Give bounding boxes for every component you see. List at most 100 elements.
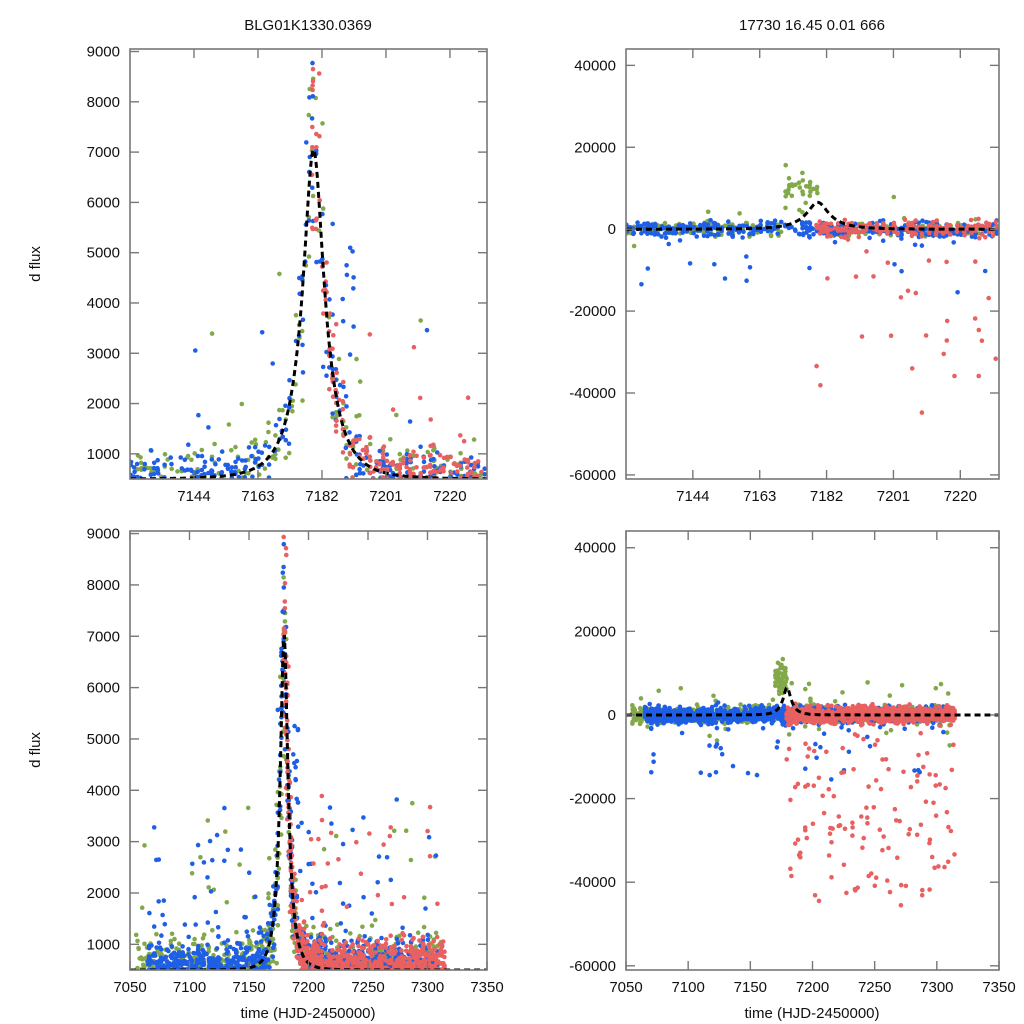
data-point-blue [362, 934, 368, 939]
data-point-blue [239, 458, 245, 463]
data-point-red [311, 861, 316, 866]
data-point-green [800, 189, 805, 194]
data-point-green [209, 331, 215, 336]
data-point-blue [272, 917, 277, 922]
data-point-red [305, 938, 310, 944]
data-point-red [427, 453, 433, 458]
data-point-red [292, 871, 297, 877]
data-point-green [330, 414, 335, 420]
data-point-blue [407, 419, 413, 424]
data-point-red [458, 475, 464, 479]
data-point-blue [199, 467, 205, 473]
data-point-red [305, 950, 311, 956]
data-point-red [361, 953, 366, 958]
data-point-blue [160, 912, 165, 918]
data-point-green [249, 971, 254, 976]
data-point-blue [242, 466, 248, 472]
data-point-red [414, 453, 419, 459]
data-point-red [402, 956, 408, 961]
data-point-red [434, 934, 440, 940]
data-point-red [336, 857, 341, 862]
data-point-red [864, 249, 869, 254]
data-point-red [348, 971, 353, 976]
data-point-red [380, 475, 386, 479]
data-point-red [390, 407, 396, 412]
data-point-red [398, 959, 403, 965]
data-point-blue [249, 453, 254, 459]
data-point-red [358, 871, 364, 876]
data-point-blue [308, 934, 314, 940]
data-point-blue [677, 238, 683, 243]
data-point-blue [758, 218, 764, 224]
data-point-blue [423, 971, 428, 976]
data-point-blue [283, 403, 288, 409]
data-point-red [968, 217, 974, 223]
data-point-green [425, 449, 431, 455]
data-point-blue [261, 955, 267, 960]
data-point-red [356, 936, 361, 942]
data-point-red [310, 124, 315, 130]
data-point-blue [310, 60, 315, 66]
data-point-blue [652, 232, 657, 237]
data-point-green [165, 971, 170, 976]
data-point-red [427, 462, 433, 468]
data-point-blue [259, 330, 265, 335]
data-point-blue [241, 954, 246, 960]
data-point-blue [246, 445, 252, 450]
data-point-blue [275, 707, 281, 713]
data-point-blue [154, 857, 159, 863]
data-point-blue [351, 286, 356, 291]
data-point-blue [236, 474, 242, 479]
data-point-blue [327, 297, 332, 302]
y-tick-label: 3000 [87, 834, 120, 851]
data-point-red [930, 219, 936, 225]
data-point-blue [151, 465, 157, 471]
data-point-red [302, 971, 307, 976]
data-point-blue [430, 971, 435, 976]
data-point-green [249, 440, 254, 445]
data-point-blue [214, 832, 220, 838]
data-point-green [803, 184, 809, 189]
data-point-red [845, 237, 851, 242]
data-point-blue [796, 231, 802, 237]
data-point-blue [175, 962, 181, 967]
data-point-red [378, 945, 384, 950]
data-point-red [298, 961, 303, 966]
data-point-red [310, 83, 315, 88]
data-point-green [645, 724, 650, 729]
data-point-red [314, 216, 319, 221]
data-point-blue [238, 945, 244, 951]
data-point-green [266, 895, 271, 901]
data-point-blue [132, 469, 137, 475]
data-point-green [808, 189, 813, 195]
data-point-red [420, 934, 426, 940]
data-point-blue [300, 370, 306, 375]
data-point-blue [191, 950, 196, 956]
data-point-green [796, 180, 802, 185]
data-point-red [319, 948, 325, 954]
data-point-red [350, 956, 356, 961]
data-point-green [169, 931, 175, 937]
data-point-red [310, 87, 315, 93]
data-point-red [316, 71, 322, 76]
data-point-blue [482, 472, 487, 477]
data-point-blue [189, 480, 194, 485]
data-point-red [428, 417, 434, 422]
data-point-blue [193, 922, 198, 927]
data-point-red [910, 220, 915, 226]
data-point-blue [265, 957, 271, 962]
data-point-blue [740, 235, 745, 240]
data-point-red [432, 947, 438, 952]
data-point-green [884, 730, 889, 736]
data-point-blue [142, 461, 148, 467]
data-point-green [865, 680, 870, 685]
data-point-green [189, 871, 195, 876]
data-point-blue [772, 224, 777, 230]
data-point-red [994, 224, 999, 229]
data-point-blue [271, 942, 277, 947]
model-curve [130, 147, 487, 479]
data-point-blue [199, 961, 204, 966]
data-point-blue [423, 906, 428, 911]
data-point-blue [256, 930, 262, 936]
data-point-green [405, 448, 410, 453]
